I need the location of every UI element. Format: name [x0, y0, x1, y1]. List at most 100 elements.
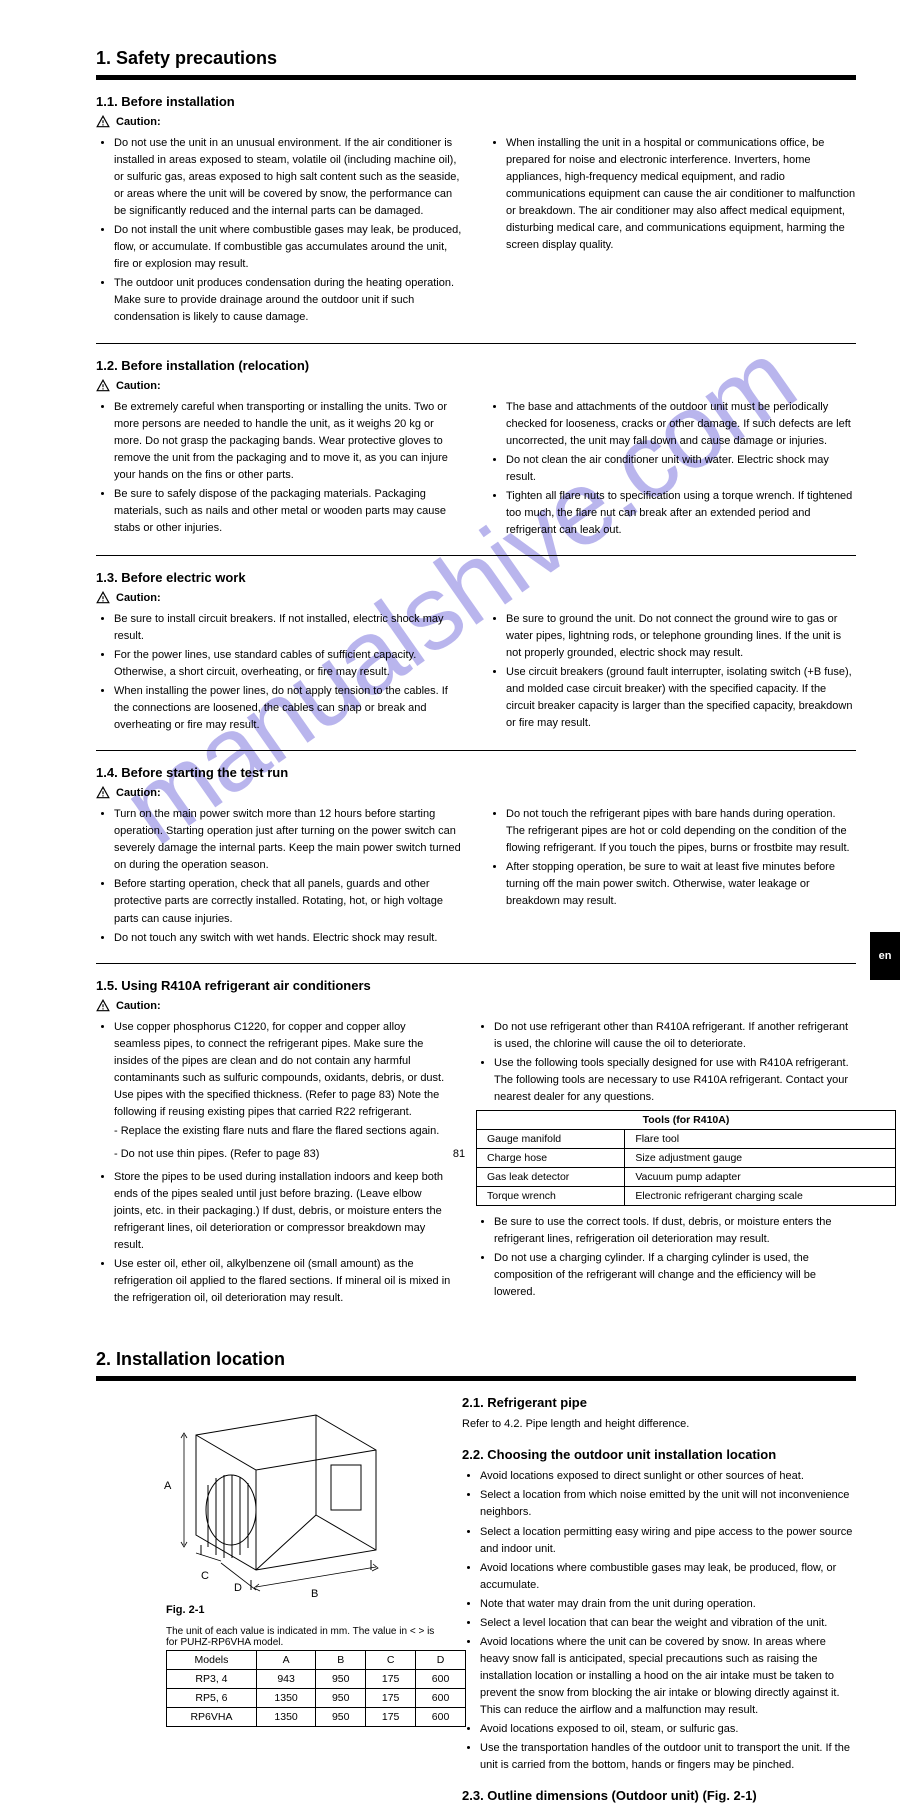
section-2-left: A B C D Fig. 2-1 The unit of each value …: [96, 1395, 436, 1727]
sub-2-3-title: 2.3. Outline dimensions (Outdoor unit) (…: [462, 1788, 856, 1803]
sub-1-2-title: 1.2. Before installation (relocation): [96, 358, 856, 373]
table-cell: RP5, 6: [167, 1689, 257, 1708]
bullets-1-3-right: Be sure to ground the unit. Do not conne…: [506, 611, 856, 736]
block-1-2-cols: Be extremely careful when transporting o…: [96, 399, 856, 541]
list-item: Use ester oil, ether oil, alkylbenzene o…: [114, 1256, 452, 1307]
table-cell: 950: [316, 1670, 366, 1689]
page-root: manualshive.com en 1. Safety precautions…: [0, 0, 918, 1188]
bullets-2-2: Avoid locations exposed to direct sunlig…: [480, 1468, 856, 1774]
dim-label-a: A: [164, 1480, 171, 1492]
fig-2-1-label: Fig. 2-1: [166, 1604, 436, 1616]
table-cell: Gauge manifold: [477, 1129, 625, 1148]
sub-2-2-title: 2.2. Choosing the outdoor unit installat…: [462, 1447, 856, 1462]
table-cell: RP6VHA: [167, 1708, 257, 1727]
table-cell: 175: [366, 1708, 416, 1727]
col-1-5-left: Use copper phosphorus C1220, for copper …: [96, 1019, 452, 1310]
caution-row-1-1: Caution:: [96, 115, 856, 129]
table-cell: 600: [416, 1689, 466, 1708]
outdoor-unit-drawing: [166, 1395, 396, 1595]
divider-1-1: [96, 343, 856, 344]
bullets-1-2-left: Be extremely careful when transporting o…: [114, 399, 464, 541]
caution-label: Caution:: [116, 1000, 161, 1012]
table-cell: 1350: [256, 1708, 315, 1727]
list-item: After stopping operation, be sure to wai…: [506, 859, 856, 910]
list-item: Note that water may drain from the unit …: [480, 1596, 856, 1613]
sub-1-4-title: 1.4. Before starting the test run: [96, 765, 856, 780]
table-cell: Torque wrench: [477, 1186, 625, 1205]
list-item: Do not use refrigerant other than R410A …: [494, 1019, 856, 1053]
sub-item: - Replace the existing flare nuts and fl…: [114, 1123, 452, 1140]
sub-1-5-title: 1.5. Using R410A refrigerant air conditi…: [96, 978, 856, 993]
list-item: Turn on the main power switch more than …: [114, 806, 464, 874]
list-item: Do not touch the refrigerant pipes with …: [506, 806, 856, 857]
list-item: For the power lines, use standard cables…: [114, 647, 464, 681]
caution-label: Caution:: [116, 787, 161, 799]
divider-1-3: [96, 750, 856, 751]
table-header: C: [366, 1651, 416, 1670]
block-1-4-cols: Turn on the main power switch more than …: [96, 806, 856, 948]
list-item: Be sure to use the correct tools. If dus…: [494, 1214, 856, 1248]
list-item: Select a location from which noise emitt…: [480, 1487, 856, 1521]
list-item: Use circuit breakers (ground fault inter…: [506, 664, 856, 732]
warning-icon: [96, 115, 110, 129]
table-cell: 950: [316, 1708, 366, 1727]
dims-table: Models A B C D RP3, 4 943 950 175 600: [166, 1650, 466, 1727]
page-content: 1. Safety precautions 1.1. Before instal…: [96, 48, 856, 1809]
bullets-1-4-right: Do not touch the refrigerant pipes with …: [506, 806, 856, 948]
list-item: Use copper phosphorus C1220, for copper …: [114, 1019, 452, 1121]
table-cell: 600: [416, 1670, 466, 1689]
list-item: Avoid locations where combustible gases …: [480, 1560, 856, 1594]
list-item: The outdoor unit produces condensation d…: [114, 275, 464, 326]
bullets-1-2-right: The base and attachments of the outdoor …: [506, 399, 856, 541]
caution-row-1-3: Caution:: [96, 591, 856, 605]
list-item: Avoid locations exposed to direct sunlig…: [480, 1468, 856, 1485]
table-cell: 175: [366, 1689, 416, 1708]
dim-label-c: C: [201, 1570, 209, 1582]
warning-icon: [96, 786, 110, 800]
table-header: Models: [167, 1651, 257, 1670]
list-item: The base and attachments of the outdoor …: [506, 399, 856, 450]
table-cell: 943: [256, 1670, 315, 1689]
section-1-divider: [96, 75, 856, 80]
tools-caption: Tools (for R410A): [477, 1110, 896, 1129]
list-item: When installing the power lines, do not …: [114, 683, 464, 734]
sub-1-3-title: 1.3. Before electric work: [96, 570, 856, 585]
table-cell: Flare tool: [625, 1129, 896, 1148]
section-2-title: 2. Installation location: [96, 1349, 856, 1370]
dim-label-b: B: [311, 1588, 318, 1600]
dim-label-d: D: [234, 1582, 242, 1594]
list-item: Store the pipes to be used during instal…: [114, 1169, 452, 1254]
table-header: A: [256, 1651, 315, 1670]
table-cell: Gas leak detector: [477, 1167, 625, 1186]
section-2-right: 2.1. Refrigerant pipe Refer to 4.2. Pipe…: [462, 1395, 856, 1809]
divider-1-2: [96, 555, 856, 556]
table-cell: 600: [416, 1708, 466, 1727]
bullets-1-3-left: Be sure to install circuit breakers. If …: [114, 611, 464, 736]
dims-unit-note: The unit of each value is indicated in m…: [166, 1626, 436, 1648]
divider-1-4: [96, 963, 856, 964]
list-item: Select a location permitting easy wiring…: [480, 1524, 856, 1558]
sub-1-1-title: 1.1. Before installation: [96, 94, 856, 109]
warning-icon: [96, 379, 110, 393]
list-item: Do not install the unit where combustibl…: [114, 222, 464, 273]
block-1-1-cols: Do not use the unit in an unusual enviro…: [96, 135, 856, 329]
list-item: Avoid locations where the unit can be co…: [480, 1634, 856, 1719]
block-1-5-cols: Use copper phosphorus C1220, for copper …: [96, 1019, 856, 1310]
caution-label: Caution:: [116, 592, 161, 604]
list-item: Do not touch any switch with wet hands. …: [114, 930, 464, 947]
caution-label: Caution:: [116, 380, 161, 392]
caution-label: Caution:: [116, 116, 161, 128]
list-item: Do not use the unit in an unusual enviro…: [114, 135, 464, 220]
block-1-3-cols: Be sure to install circuit breakers. If …: [96, 611, 856, 736]
table-header: B: [316, 1651, 366, 1670]
caution-row-1-5: Caution:: [96, 999, 856, 1013]
table-cell: Electronic refrigerant charging scale: [625, 1186, 896, 1205]
refer-text: Refer to 4.2. Pipe length and height dif…: [462, 1416, 856, 1433]
table-header: D: [416, 1651, 466, 1670]
table-cell: Vacuum pump adapter: [625, 1167, 896, 1186]
table-cell: 1350: [256, 1689, 315, 1708]
list-item: Use the transportation handles of the ou…: [480, 1740, 856, 1774]
warning-icon: [96, 999, 110, 1013]
warning-icon: [96, 591, 110, 605]
list-item: Select a level location that can bear th…: [480, 1615, 856, 1632]
